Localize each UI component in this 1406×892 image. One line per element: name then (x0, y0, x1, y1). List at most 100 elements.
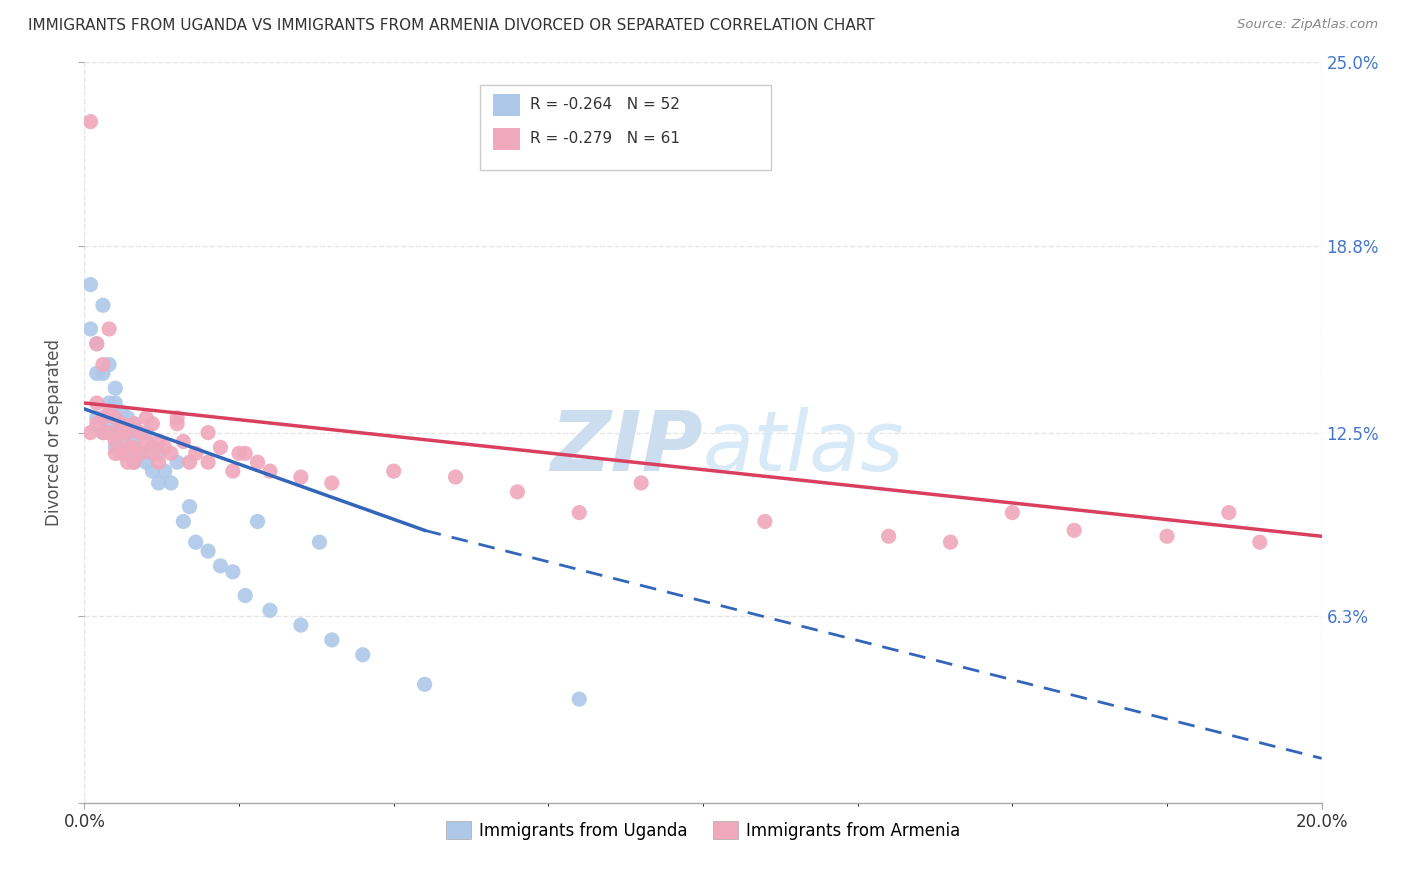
Point (160, 475, 183, 490)
Point (79, 277, 101, 292)
Point (877, 529, 900, 543)
Point (129, 446, 152, 460)
Point (1156, 529, 1178, 543)
Text: IMMIGRANTS FROM UGANDA VS IMMIGRANTS FROM ARMENIA DIVORCED OR SEPARATED CORRELAT: IMMIGRANTS FROM UGANDA VS IMMIGRANTS FRO… (28, 18, 875, 33)
Point (568, 506, 591, 520)
Point (290, 470, 312, 484)
Point (117, 410, 139, 425)
Point (86, 336, 108, 351)
Point (321, 475, 343, 490)
Point (110, 434, 132, 449)
Point (122, 441, 145, 455)
Point (184, 535, 207, 549)
Point (172, 515, 194, 529)
Point (104, 410, 127, 425)
Point (1001, 506, 1024, 520)
Point (117, 425, 139, 440)
Point (197, 425, 219, 440)
Point (246, 515, 269, 529)
Text: ZIP: ZIP (550, 407, 703, 488)
Point (259, 603, 281, 617)
Point (233, 589, 256, 603)
Point (91, 367, 114, 381)
Point (98, 405, 121, 419)
Point (352, 648, 374, 662)
Point (184, 446, 207, 460)
Text: Source: ZipAtlas.com: Source: ZipAtlas.com (1237, 18, 1378, 31)
Point (153, 464, 176, 478)
Point (98, 417, 121, 431)
Point (1249, 535, 1271, 549)
Point (153, 441, 176, 455)
Point (382, 464, 405, 478)
Point (506, 484, 529, 499)
Point (104, 381, 127, 395)
Point (117, 425, 139, 440)
Point (630, 475, 652, 490)
Point (179, 455, 201, 469)
Point (110, 417, 132, 431)
Legend: Immigrants from Uganda, Immigrants from Armenia: Immigrants from Uganda, Immigrants from … (439, 814, 967, 847)
Point (135, 455, 157, 469)
FancyBboxPatch shape (481, 85, 770, 169)
Point (104, 446, 127, 460)
Point (209, 441, 232, 455)
Point (246, 455, 269, 469)
Point (228, 446, 250, 460)
Y-axis label: Divorced or Separated: Divorced or Separated (45, 339, 63, 526)
Point (91, 358, 114, 372)
Point (129, 425, 152, 440)
Text: R = -0.264   N = 52: R = -0.264 N = 52 (530, 97, 679, 112)
Point (98, 322, 121, 336)
Point (148, 475, 170, 490)
Point (141, 446, 163, 460)
Point (135, 410, 157, 425)
Point (86, 396, 108, 410)
Point (1063, 524, 1085, 538)
Point (233, 446, 256, 460)
Point (122, 434, 145, 449)
Point (122, 455, 145, 469)
Point (104, 434, 127, 449)
FancyBboxPatch shape (492, 128, 520, 150)
Point (110, 425, 132, 440)
Point (939, 535, 962, 549)
Point (166, 410, 188, 425)
Point (86, 367, 108, 381)
Point (166, 455, 188, 469)
Point (444, 470, 467, 484)
Point (98, 425, 121, 440)
Point (104, 396, 127, 410)
Point (86, 410, 108, 425)
Point (79, 425, 101, 440)
Point (129, 425, 152, 440)
Point (110, 417, 132, 431)
Point (98, 425, 121, 440)
Point (98, 396, 121, 410)
Point (148, 434, 170, 449)
Point (91, 298, 114, 312)
Point (141, 441, 163, 455)
Point (568, 692, 591, 706)
Point (308, 535, 330, 549)
Point (148, 446, 170, 460)
Point (413, 677, 436, 691)
Point (222, 565, 245, 579)
Point (129, 446, 152, 460)
Point (122, 417, 145, 431)
Point (222, 464, 245, 478)
Point (79, 322, 101, 336)
Point (209, 558, 232, 573)
Point (91, 425, 114, 440)
Point (86, 417, 108, 431)
Point (117, 446, 139, 460)
Point (91, 410, 114, 425)
Point (160, 446, 183, 460)
Point (117, 455, 139, 469)
Point (98, 358, 121, 372)
Point (104, 425, 127, 440)
Point (79, 114, 101, 128)
Point (135, 425, 157, 440)
FancyBboxPatch shape (492, 94, 520, 116)
Point (290, 618, 312, 632)
